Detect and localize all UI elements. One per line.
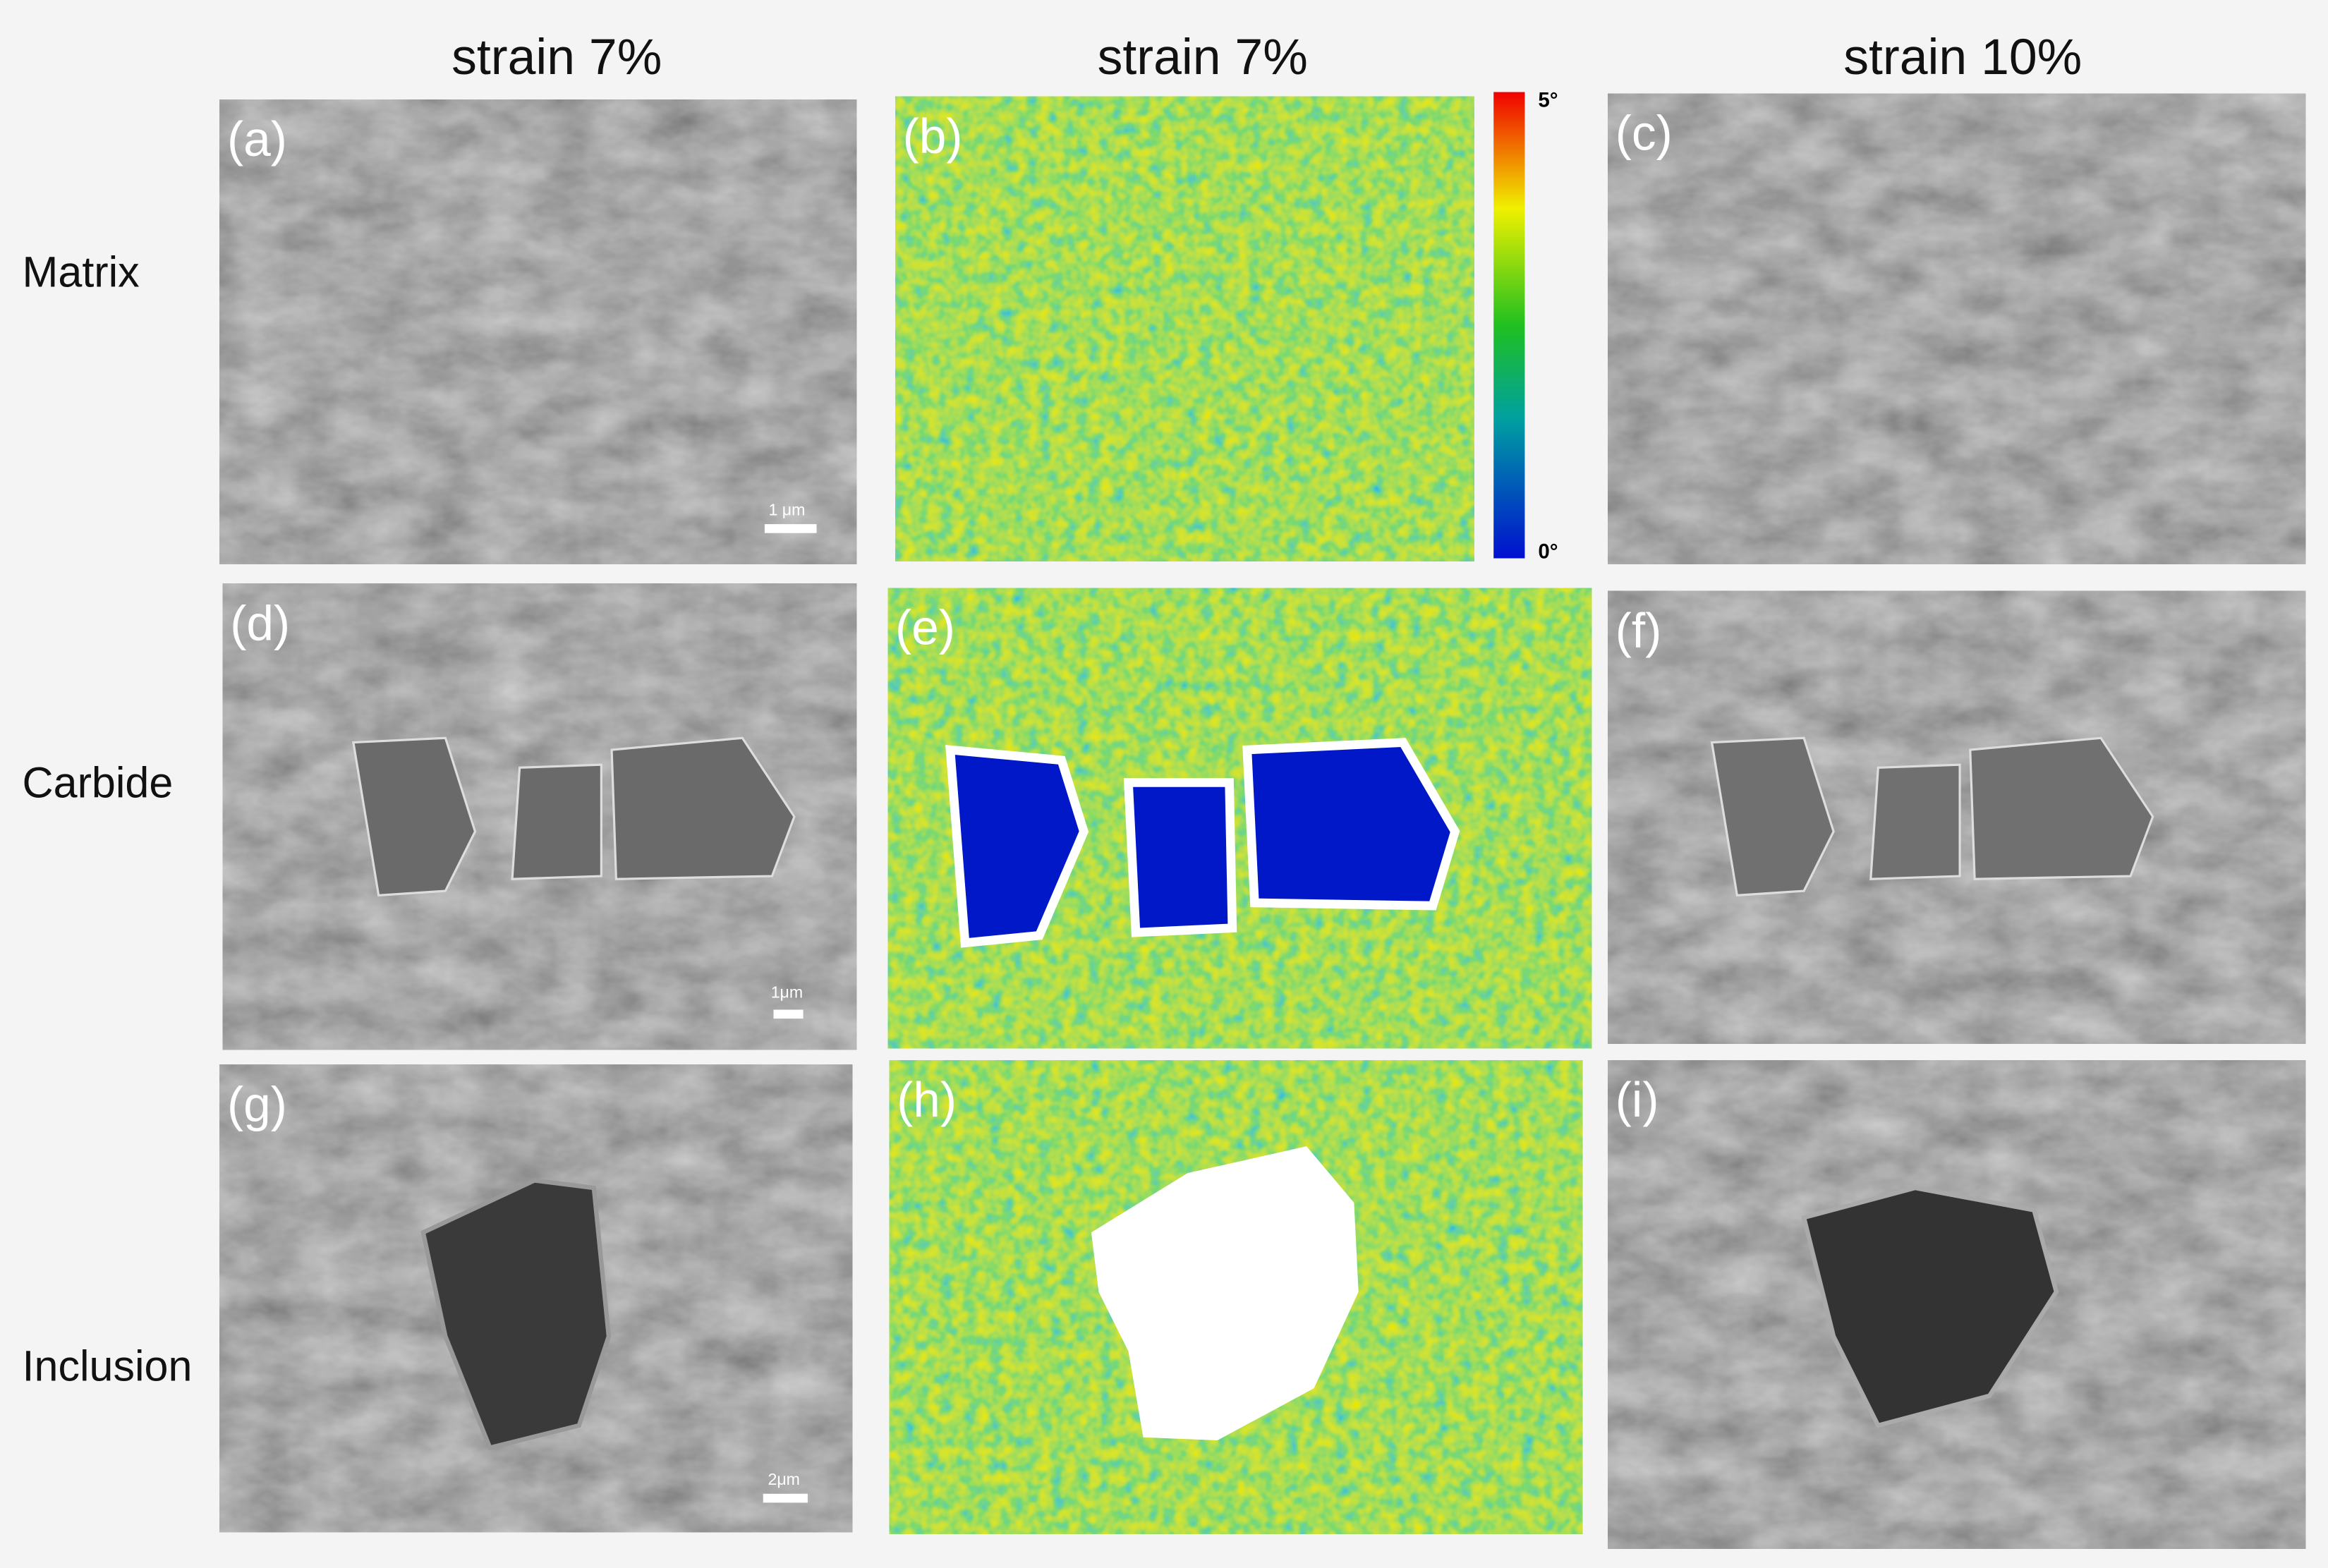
carbide-particle — [610, 736, 796, 880]
carbide-particle — [352, 736, 477, 897]
panel-label: (h) — [897, 1072, 957, 1127]
sem-image — [1608, 93, 2306, 564]
scale-bar — [764, 524, 817, 533]
sem-image — [219, 99, 857, 564]
row-label: Matrix — [23, 248, 140, 296]
carbide-particle — [1869, 763, 1961, 880]
column-header: strain 7% — [451, 29, 662, 85]
inclusion-pit — [420, 1178, 612, 1451]
colorbar-min: 0° — [1538, 540, 1558, 564]
kam-carbide — [945, 745, 1089, 948]
column-header: strain 10% — [1843, 29, 2082, 85]
kam-map — [895, 96, 1474, 561]
carbide-particle — [1710, 736, 1835, 897]
carbide-particle — [1969, 736, 2154, 880]
panel-label: (c) — [1615, 106, 1673, 161]
colorbar-max: 5° — [1538, 89, 1558, 112]
panel-label: (a) — [227, 111, 287, 166]
kam-inclusion — [1091, 1146, 1359, 1440]
scale-bar-label: 1 μm — [768, 500, 805, 518]
panel-label: (g) — [227, 1076, 287, 1131]
panel-label: (b) — [903, 109, 963, 164]
inclusion-pit — [1801, 1185, 2059, 1428]
column-header: strain 7% — [1098, 29, 1308, 85]
panel-label: (i) — [1615, 1072, 1659, 1127]
kam-carbide — [1123, 778, 1237, 937]
row-label: Carbide — [23, 758, 174, 806]
scale-bar — [763, 1493, 808, 1503]
scale-bar-label: 2μm — [768, 1470, 799, 1488]
kam-carbide — [1242, 738, 1460, 911]
scale-bar-label: 1μm — [771, 983, 803, 1002]
panel-label: (d) — [230, 595, 290, 650]
panel-label: (f) — [1615, 603, 1662, 658]
row-label: Inclusion — [23, 1342, 193, 1390]
panel-label: (e) — [895, 600, 955, 655]
carbide-particle — [511, 763, 602, 880]
colorbar — [1493, 92, 1525, 559]
scale-bar — [773, 1009, 804, 1019]
